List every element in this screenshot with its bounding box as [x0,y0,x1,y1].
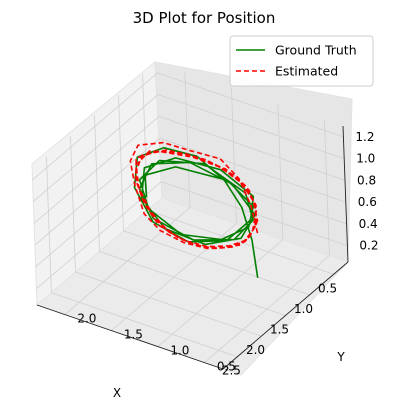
grid-x-wall [70,136,76,273]
tick-labels: 0.51.01.52.02.50.51.01.52.00.20.40.60.81… [77,130,378,378]
panes [31,60,353,376]
grid-z-left [32,94,159,202]
x-tick-label: 2.5 [222,364,241,378]
grid-x-wall [46,156,52,293]
legend-box [229,35,374,87]
grid-z-left [35,159,161,268]
legend: Ground Truth Estimated [229,35,374,87]
series-lines [129,141,259,279]
legend-label-ground-truth: Ground Truth [275,43,357,58]
grid-y-wall [184,71,191,208]
x-tick-label: 2.0 [246,343,265,357]
series-estimated [129,141,259,250]
axis-lines [36,125,349,370]
grid-x-floor [99,251,286,316]
grid-x-floor [51,292,238,358]
grid-z-back [158,94,345,159]
grid-y-wall [277,103,284,240]
y-tick-label: 1.0 [170,344,189,358]
grid-x-floor [75,271,262,337]
grid-y-wall [231,87,237,224]
grid-x-wall [94,115,100,252]
y-tick-label: 1.5 [124,328,143,342]
grid-x-floor [123,230,310,296]
x-tick-label: 1.0 [294,302,313,316]
grid-x-floor [147,209,334,275]
y-tick-label: 2.0 [77,312,96,326]
y-axis-line [36,304,224,370]
z-tick-label: 1.0 [356,152,375,166]
z-tick-label: 0.2 [359,239,378,253]
grid-z-left [33,116,160,224]
grid-z-back [157,72,344,138]
grid-x-wall [142,74,148,211]
grid-y-wall [324,119,330,256]
x-axis-label: X [113,386,121,400]
x-axis-line [222,261,349,370]
z-tick-label: 0.4 [359,217,378,231]
chart-title: 3D Plot for Position [133,9,276,27]
x-tick-label: 0.5 [318,281,337,295]
grid-z-back [158,116,346,181]
z-axis-line [342,125,349,263]
y-tick-label: 0.5 [217,360,236,374]
grid-y-floor [204,255,330,363]
y-axis-label: Y [336,350,345,364]
z-tick-label: 0.8 [357,173,376,187]
grid-x-wall [118,94,124,231]
z-tick-label: 0.6 [358,195,377,209]
x-tick-label: 1.5 [270,323,289,337]
grid-z-left [32,72,158,181]
z-tick-label: 1.2 [355,130,374,144]
legend-label-estimated: Estimated [275,64,338,79]
grid-z-back [159,137,346,203]
grid-y-floor [157,239,284,347]
